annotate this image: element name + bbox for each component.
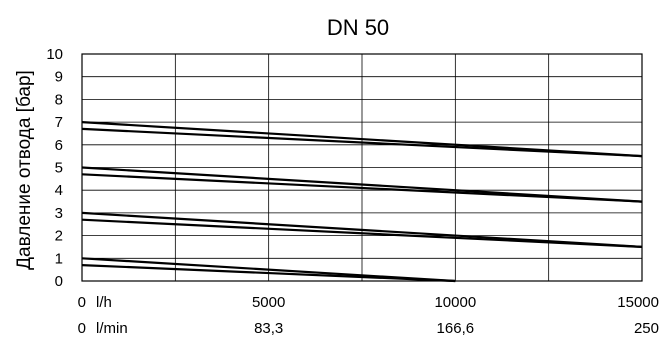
y-tick-label: 6 [55, 137, 63, 154]
y-tick-label: 7 [55, 114, 63, 131]
x-tick-label: 5000 [252, 294, 285, 311]
y-axis-label: Давление отвода [бар] [14, 70, 35, 270]
x-tick-label: 250 [634, 320, 659, 337]
x-unit-label: l/h [96, 294, 112, 311]
grid [82, 54, 642, 281]
x-tick-label: 166,6 [437, 320, 475, 337]
y-tick-label: 2 [55, 228, 63, 245]
y-tick-label: 8 [55, 91, 63, 108]
y-tick-label: 5 [55, 160, 63, 177]
chart-title: DN 50 [327, 15, 389, 40]
y-tick-label: 9 [55, 69, 63, 86]
x-tick-label: 83,3 [254, 320, 283, 337]
x-tick-label: 0 [78, 320, 86, 337]
series-line-1 [81, 121, 643, 158]
x-tick-label: 10000 [434, 294, 476, 311]
series-lines [81, 121, 643, 283]
series-line-4 [81, 173, 643, 203]
x-unit-label: l/min [96, 320, 128, 337]
series-line-7 [81, 257, 456, 283]
y-tick-label: 1 [55, 250, 63, 267]
series-line-8 [81, 264, 456, 283]
series-line-5 [81, 211, 643, 248]
y-tick-label: 0 [55, 273, 63, 290]
y-tick-labels: 0 1 2 3 4 5 6 7 8 9 10 [46, 46, 63, 290]
x-tick-labels: 0 5000 10000 15000 l/h 0 83,3 166,6 250 l/min [78, 294, 659, 337]
series-line-6 [81, 218, 643, 248]
series-line-3 [81, 166, 643, 203]
y-tick-label: 10 [46, 46, 63, 63]
y-tick-label: 4 [55, 182, 63, 199]
x-tick-label: 15000 [617, 294, 659, 311]
y-tick-label: 3 [55, 205, 63, 222]
series-line-2 [81, 127, 643, 158]
x-tick-label: 0 [78, 294, 86, 311]
plot-frame [81, 53, 643, 282]
